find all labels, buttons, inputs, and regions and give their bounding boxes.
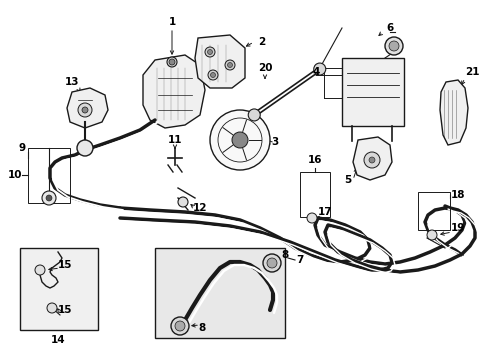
Circle shape <box>204 47 215 57</box>
Circle shape <box>178 197 187 207</box>
Circle shape <box>388 41 398 51</box>
Circle shape <box>306 213 316 223</box>
Text: 17: 17 <box>317 207 332 217</box>
Text: 8: 8 <box>198 323 205 333</box>
Text: 20: 20 <box>257 63 272 73</box>
Text: 10: 10 <box>8 170 22 180</box>
Text: 21: 21 <box>464 67 478 77</box>
Text: 15: 15 <box>58 305 72 315</box>
Circle shape <box>47 303 57 313</box>
Polygon shape <box>195 35 244 88</box>
Circle shape <box>426 230 436 240</box>
Circle shape <box>167 57 177 67</box>
Circle shape <box>363 152 379 168</box>
Circle shape <box>82 107 88 113</box>
Bar <box>341 58 403 126</box>
Bar <box>417 192 449 230</box>
Polygon shape <box>142 55 204 128</box>
Circle shape <box>209 110 269 170</box>
Text: 3: 3 <box>271 137 278 147</box>
Text: 1: 1 <box>168 17 175 27</box>
Text: 12: 12 <box>192 203 207 213</box>
Circle shape <box>46 195 52 201</box>
Circle shape <box>248 109 260 121</box>
Text: 19: 19 <box>450 223 464 233</box>
Circle shape <box>227 63 232 68</box>
Bar <box>155 248 285 338</box>
Circle shape <box>171 317 189 335</box>
Text: 2: 2 <box>258 37 265 47</box>
Circle shape <box>78 103 92 117</box>
Bar <box>299 172 329 217</box>
Text: 8: 8 <box>281 250 288 260</box>
Circle shape <box>175 321 184 331</box>
Circle shape <box>368 157 374 163</box>
Text: 4: 4 <box>312 67 319 77</box>
Text: 13: 13 <box>64 77 79 87</box>
Text: 6: 6 <box>386 23 393 33</box>
Text: 18: 18 <box>450 190 464 200</box>
Polygon shape <box>439 80 467 145</box>
Text: 16: 16 <box>307 155 322 165</box>
Text: 7: 7 <box>296 255 303 265</box>
Text: 15: 15 <box>58 260 72 270</box>
Text: 5: 5 <box>344 175 351 185</box>
Circle shape <box>42 191 56 205</box>
Text: 14: 14 <box>51 335 65 345</box>
Polygon shape <box>67 88 108 128</box>
Circle shape <box>313 63 325 75</box>
Circle shape <box>207 70 218 80</box>
Circle shape <box>35 265 45 275</box>
Text: 11: 11 <box>167 135 182 145</box>
Circle shape <box>263 254 281 272</box>
Circle shape <box>266 258 276 268</box>
Circle shape <box>210 72 215 77</box>
Circle shape <box>169 59 175 65</box>
Polygon shape <box>352 137 391 180</box>
Bar <box>20 248 98 330</box>
Circle shape <box>231 132 247 148</box>
Text: 9: 9 <box>19 143 25 153</box>
Circle shape <box>207 50 212 54</box>
Circle shape <box>384 37 402 55</box>
Circle shape <box>224 60 235 70</box>
Circle shape <box>77 140 93 156</box>
Bar <box>28 148 70 203</box>
